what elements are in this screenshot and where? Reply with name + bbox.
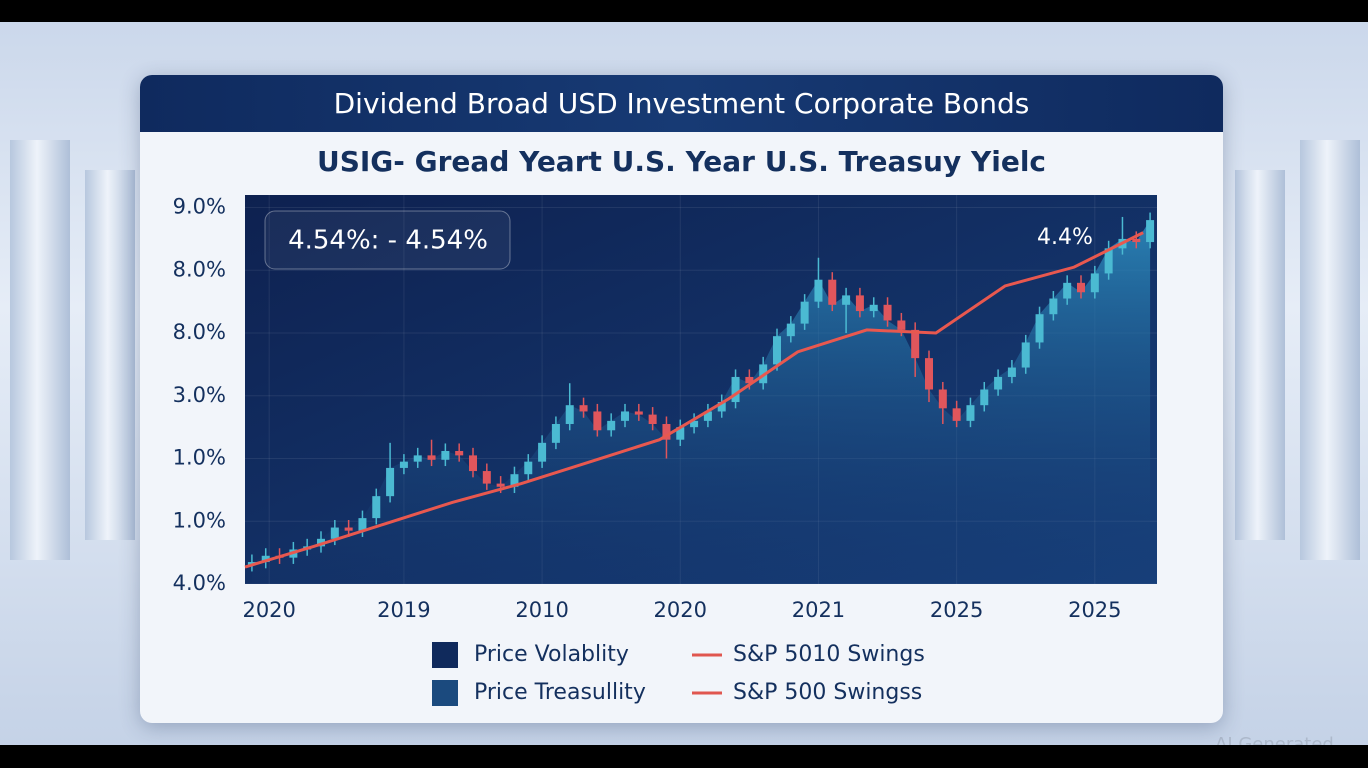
candle-body [330, 527, 339, 539]
candle-body [980, 389, 989, 406]
candle-body [551, 424, 560, 443]
x-tick-label: 2021 [792, 598, 845, 622]
column [85, 170, 135, 540]
candle-body [634, 411, 643, 415]
legend-label: Price Volablity [474, 642, 629, 667]
candle-body [662, 424, 671, 440]
x-tick-label: 2020 [654, 598, 707, 622]
candle-body [538, 442, 547, 462]
column [1300, 140, 1360, 560]
candle-body [358, 518, 367, 531]
legend-label: S&P 500 Swingss [733, 680, 922, 705]
legend-swatch [432, 680, 458, 706]
candle-body [469, 455, 477, 472]
candle-body [1021, 342, 1030, 368]
candle-body [1077, 282, 1085, 293]
candle-body [524, 461, 533, 475]
candle-body [883, 304, 892, 321]
header-band [140, 75, 1223, 132]
candle-body [966, 405, 975, 421]
y-tick-label: 8.0% [173, 320, 226, 344]
candle-body [427, 455, 436, 460]
candle-body [372, 496, 381, 519]
y-tick-label: 4.0% [173, 571, 226, 595]
y-tick-label: 9.0% [173, 195, 226, 219]
candle-body [496, 483, 505, 487]
candle-body [703, 411, 712, 421]
candle-body [1063, 282, 1072, 299]
candle-body [745, 376, 754, 384]
legend-label: Price Treasullity [474, 680, 646, 705]
x-tick-label: 2019 [377, 598, 430, 622]
trend-line [244, 231, 1144, 569]
candle-body [1035, 314, 1044, 343]
candle-body [1049, 298, 1058, 315]
candle-body [676, 427, 685, 440]
y-tick-label: 1.0% [173, 446, 226, 470]
candle-body [814, 279, 823, 302]
column [1235, 170, 1285, 540]
x-tick-label: 2010 [515, 598, 568, 622]
candle-body [1007, 367, 1016, 377]
candle-body [621, 411, 629, 421]
candle-body [1104, 248, 1113, 274]
candle-body [1132, 238, 1141, 243]
y-tick-label: 3.0% [173, 383, 226, 407]
legend-swatch [432, 642, 458, 668]
x-tick-label: 2020 [242, 598, 295, 622]
candle-body [994, 376, 1003, 390]
bottom-bar [0, 745, 1368, 768]
candle-body [869, 304, 878, 312]
candle-body [648, 414, 657, 425]
x-tick-label: 2025 [930, 598, 983, 622]
annotation-box [264, 210, 511, 270]
candle-body [1146, 220, 1155, 243]
candle-body [773, 336, 781, 365]
chart-subtitle: USIG- Gread Yeart U.S. Year U.S. Treasuy… [316, 145, 1047, 178]
candle-body [800, 301, 809, 324]
candle-body [344, 527, 353, 531]
candle-body [690, 420, 699, 428]
area [251, 220, 1151, 584]
candle-body [482, 471, 491, 484]
x-tick-label: 2025 [1068, 598, 1121, 622]
candle-body [607, 420, 616, 431]
candle-body [717, 402, 726, 412]
candle-body [925, 358, 933, 390]
legend-label: S&P 5010 Swings [733, 642, 925, 667]
candle-body [842, 295, 851, 305]
annotation: 4.4% [1037, 225, 1093, 250]
candle-body [455, 450, 464, 456]
annotation: 4.54%: - 4.54% [288, 226, 488, 256]
candle-body [897, 320, 906, 330]
candle-body [1090, 273, 1099, 293]
candle-body [593, 411, 602, 431]
candle-body [952, 408, 961, 421]
y-tick-label: 1.0% [173, 508, 226, 532]
column [10, 140, 70, 560]
chart-title: Dividend Broad USD Investment Corporate … [333, 87, 1030, 120]
candle-body [399, 461, 408, 468]
candle-body [261, 555, 270, 563]
candle-body [828, 279, 837, 305]
candle-body [786, 323, 795, 337]
top-bar [0, 0, 1368, 22]
candle-body [855, 295, 864, 312]
candle-body [510, 474, 519, 487]
candle-body [938, 389, 947, 409]
candle-body [731, 376, 740, 403]
candle-body [386, 467, 395, 497]
candle-body [911, 329, 920, 359]
candle-body [413, 455, 422, 462]
candle-body [579, 405, 588, 412]
y-tick-label: 8.0% [173, 257, 226, 281]
candle-body [565, 405, 574, 425]
candle-body [441, 450, 450, 460]
